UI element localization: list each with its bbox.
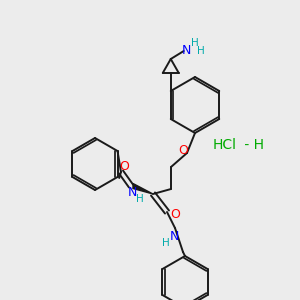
Text: H: H — [197, 46, 205, 56]
Polygon shape — [133, 184, 153, 194]
Text: H: H — [191, 38, 199, 48]
Text: N: N — [169, 230, 179, 244]
Text: N: N — [182, 44, 191, 58]
Text: HCl: HCl — [213, 138, 237, 152]
Text: O: O — [119, 160, 129, 173]
Text: O: O — [178, 143, 188, 157]
Text: O: O — [170, 208, 180, 220]
Text: H: H — [136, 194, 144, 204]
Text: - H: - H — [240, 138, 264, 152]
Text: N: N — [127, 187, 137, 200]
Text: H: H — [162, 238, 170, 248]
